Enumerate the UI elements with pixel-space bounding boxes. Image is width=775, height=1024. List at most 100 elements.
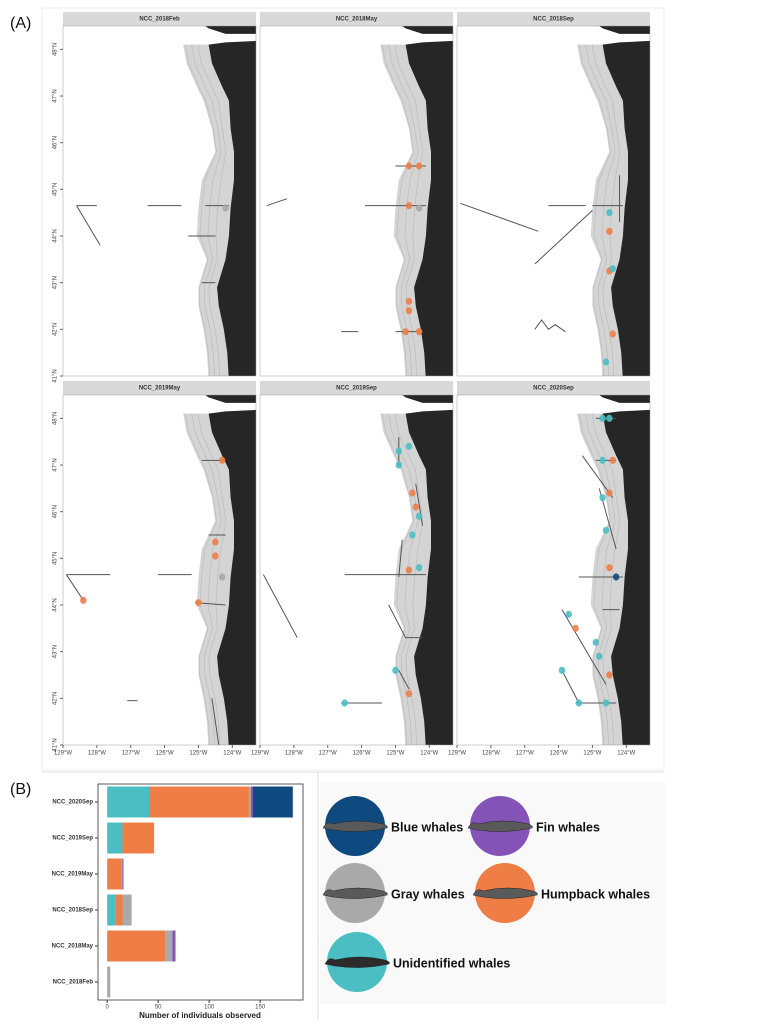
track [65, 574, 84, 601]
facet-title: NCC_2018May [336, 17, 378, 23]
land [205, 26, 256, 34]
y-tick-label: 41°N [53, 738, 59, 751]
bar-segment [172, 930, 176, 962]
sighting [80, 596, 87, 604]
bar-segment [107, 930, 166, 962]
sighting [606, 564, 613, 572]
facet-strip [260, 12, 453, 26]
legend-label: Humpback whales [541, 887, 650, 901]
track [262, 574, 298, 638]
land [599, 395, 650, 403]
x-tick-label: 127°W [516, 751, 534, 757]
sighting [602, 358, 610, 366]
whale-icon [324, 956, 390, 968]
track [561, 609, 607, 685]
bar-segment [250, 786, 254, 818]
bar-segment [122, 894, 132, 926]
legend-label: Gray whales [391, 887, 465, 901]
contour [579, 44, 611, 376]
y-tick-label: 47°N [53, 89, 59, 102]
y-tick-label: 42°N [53, 323, 59, 336]
x-tick-label: 126°W [156, 751, 174, 757]
track [388, 604, 423, 639]
land [208, 40, 256, 376]
sighting [592, 638, 600, 646]
y-tick-label: NCC_2019May [52, 872, 94, 878]
sighting [415, 512, 423, 520]
bar-segment [148, 786, 249, 818]
sighting [415, 328, 423, 336]
whale-icon [322, 887, 388, 899]
facet-strip [457, 12, 650, 26]
sighting [412, 503, 419, 511]
y-tick-label: NCC_2018Sep [52, 908, 93, 914]
sighting [609, 456, 616, 464]
facet-title: NCC_2018Sep [533, 17, 574, 23]
land [405, 409, 453, 745]
y-tick-label: 47°N [53, 458, 59, 471]
y-tick-label: 48°N [53, 43, 59, 56]
sighting [195, 599, 202, 607]
shelf [183, 413, 234, 745]
y-tick-label: 45°N [53, 183, 59, 196]
sighting [602, 526, 610, 534]
map-panel [260, 395, 453, 745]
x-tick-label: 150 [255, 1005, 266, 1011]
contour [191, 44, 222, 376]
bar-segment [107, 894, 116, 926]
facet-strip [63, 381, 256, 395]
y-tick-label: 42°N [53, 692, 59, 705]
facet-strip [457, 381, 650, 395]
x-tick-label: 124°W [420, 751, 438, 757]
sighting [402, 328, 409, 336]
facet-title: NCC_2019Sep [336, 386, 377, 392]
bar-segment [248, 786, 251, 818]
y-tick-label: 44°N [53, 598, 59, 611]
land [402, 395, 453, 403]
bar-segment [107, 786, 149, 818]
sighting [405, 690, 413, 698]
track [398, 539, 403, 578]
shelf [183, 44, 234, 376]
panel-border [456, 25, 651, 377]
legend-label: Blue whales [391, 820, 463, 834]
bar-segment [115, 894, 123, 926]
y-tick-label: NCC_2018Feb [53, 980, 94, 986]
sighting [218, 456, 226, 464]
y-tick-label: 45°N [53, 552, 59, 565]
map-panel [457, 395, 650, 745]
track [211, 698, 220, 745]
y-tick-label: 46°N [53, 136, 59, 149]
sighting [599, 494, 606, 502]
y-tick-label: NCC_2019Sep [52, 836, 93, 842]
x-tick-label: 125°W [386, 751, 404, 757]
sighting [409, 489, 416, 497]
x-axis-title: Number of individuals observed [139, 1011, 261, 1020]
contour [197, 44, 227, 376]
x-tick-label: 0 [106, 1005, 110, 1011]
contour [591, 44, 621, 376]
contour [388, 413, 419, 745]
panel-border [62, 25, 257, 377]
sighting [606, 209, 613, 217]
map-panel [63, 395, 256, 745]
x-tick-label: 124°W [617, 751, 635, 757]
x-tick-label: 128°W [482, 751, 500, 757]
sighting [395, 461, 403, 469]
contour [394, 44, 424, 376]
sighting [609, 265, 616, 273]
sighting [212, 538, 219, 546]
sighting [606, 671, 613, 679]
sighting [405, 202, 413, 210]
sighting [599, 414, 606, 422]
track [398, 670, 410, 690]
sighting [409, 531, 416, 539]
sighting [572, 624, 579, 632]
y-tick-label: 41°N [53, 369, 59, 382]
map-panel [457, 26, 650, 376]
bar-segment [165, 930, 173, 962]
panel-border [259, 25, 454, 377]
land [405, 40, 453, 376]
sighting [405, 297, 413, 305]
bar-segment [121, 858, 123, 890]
